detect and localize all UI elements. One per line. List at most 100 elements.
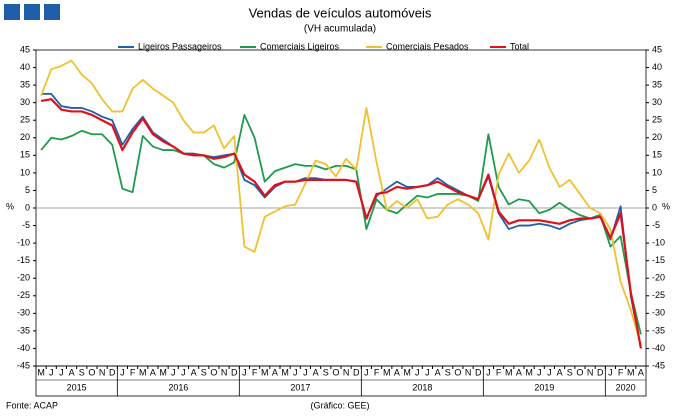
year-label: 2020 [616,382,636,392]
x-tick-label: S [201,367,207,377]
y-tick-label: -30 [17,308,30,318]
x-tick-label: J [120,367,125,377]
x-tick-label: M [139,367,147,377]
x-tick-label: O [576,367,583,377]
y-tick-label: 15 [20,150,30,160]
logo-block [4,4,20,20]
x-tick-label: A [638,367,644,377]
x-tick-label: J [293,367,298,377]
chart-title: Vendas de veículos automóveis [249,5,432,20]
x-tick-label: M [627,367,635,377]
x-tick-label: J [425,367,430,377]
y2-tick-label: 20 [652,132,662,142]
x-tick-label: O [454,367,461,377]
x-tick-label: M [525,367,533,377]
x-tick-label: M [281,367,289,377]
x-tick-label: O [210,367,217,377]
y2-tick-label: -10 [652,237,665,247]
y2-tick-label: 25 [652,115,662,125]
x-tick-label: F [252,367,258,377]
x-tick-label: F [496,367,502,377]
logo-block [44,4,60,20]
y-tick-label: 20 [20,132,30,142]
x-tick-label: A [191,367,197,377]
x-tick-label: O [332,367,339,377]
series-line [40,114,642,335]
x-tick-label: J [171,367,176,377]
y2-axis-label: % [662,201,670,211]
credit: (Gráfico: GEE) [310,400,369,410]
y-tick-label: 5 [25,185,30,195]
x-tick-label: A [435,367,441,377]
y-tick-label: 0 [25,202,30,212]
x-tick-label: N [221,367,228,377]
y-tick-label: -35 [17,325,30,335]
y-tick-label: -5 [22,220,30,230]
y-tick-label: -10 [17,237,30,247]
x-tick-label: D [353,367,360,377]
y-tick-label: -45 [17,360,30,370]
y2-tick-label: -45 [652,360,665,370]
series-line [40,98,643,349]
logo-block [24,4,40,20]
x-tick-label: M [505,367,513,377]
x-tick-label: A [272,367,278,377]
x-tick-label: M [383,367,391,377]
y2-tick-label: -20 [652,273,665,283]
x-tick-label: D [109,367,116,377]
series-line [41,92,642,349]
x-tick-label: N [99,367,106,377]
y-axis-label: % [6,201,14,211]
y-tick-label: 45 [20,44,30,54]
y2-tick-label: -40 [652,343,665,353]
y-tick-label: 30 [20,97,30,107]
series-line [40,59,642,346]
x-tick-label: J [486,367,491,377]
x-tick-label: F [130,367,136,377]
y2-tick-label: -35 [652,325,665,335]
x-tick-label: F [374,367,380,377]
x-tick-label: J [303,367,308,377]
y2-tick-label: -5 [652,220,660,230]
chart-subtitle: (VH acumulada) [304,24,376,35]
x-tick-label: M [261,367,269,377]
x-tick-label: O [88,367,95,377]
y2-tick-label: 15 [652,150,662,160]
y2-tick-label: 45 [652,44,662,54]
x-tick-label: A [557,367,563,377]
x-tick-label: D [475,367,482,377]
x-tick-label: M [403,367,411,377]
legend-label: Comerciais Pesados [386,41,469,51]
y-tick-label: 40 [20,62,30,72]
x-tick-label: J [181,367,186,377]
x-tick-label: J [364,367,369,377]
legend-label: Ligeiros Passageiros [138,41,222,51]
x-tick-label: A [150,367,156,377]
x-tick-label: S [445,367,451,377]
x-tick-label: J [415,367,420,377]
x-tick-label: A [313,367,319,377]
x-tick-label: D [597,367,604,377]
y2-tick-label: -15 [652,255,665,265]
x-tick-label: M [159,367,167,377]
x-tick-label: D [231,367,238,377]
y-tick-label: -20 [17,273,30,283]
x-tick-label: A [516,367,522,377]
x-tick-label: M [37,367,45,377]
x-tick-label: A [394,367,400,377]
y2-tick-label: 10 [652,167,662,177]
x-tick-label: J [59,367,64,377]
y2-tick-label: 5 [652,185,657,195]
y2-tick-label: 40 [652,62,662,72]
x-tick-label: S [323,367,329,377]
legend-label: Comerciais Ligeiros [260,41,340,51]
x-tick-label: S [79,367,85,377]
x-tick-label: S [567,367,573,377]
x-tick-label: J [608,367,613,377]
x-tick-label: J [49,367,54,377]
legend-label: Total [510,41,529,51]
y-tick-label: -40 [17,343,30,353]
x-tick-label: N [343,367,350,377]
y-tick-label: 25 [20,115,30,125]
y2-tick-label: -30 [652,308,665,318]
